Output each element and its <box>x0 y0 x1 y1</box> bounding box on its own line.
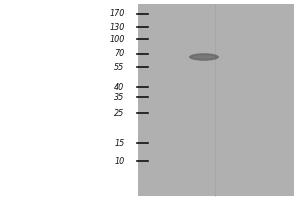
Ellipse shape <box>193 55 215 59</box>
Text: 70: 70 <box>114 49 124 58</box>
Text: 170: 170 <box>109 9 124 19</box>
Text: 100: 100 <box>109 34 124 44</box>
Text: 25: 25 <box>114 108 124 117</box>
Text: 130: 130 <box>109 22 124 31</box>
Bar <box>138 4 294 196</box>
Text: 10: 10 <box>114 156 124 166</box>
Text: 35: 35 <box>114 92 124 102</box>
Text: 55: 55 <box>114 62 124 72</box>
Text: 40: 40 <box>114 83 124 92</box>
Ellipse shape <box>189 53 219 61</box>
Text: 15: 15 <box>114 138 124 148</box>
